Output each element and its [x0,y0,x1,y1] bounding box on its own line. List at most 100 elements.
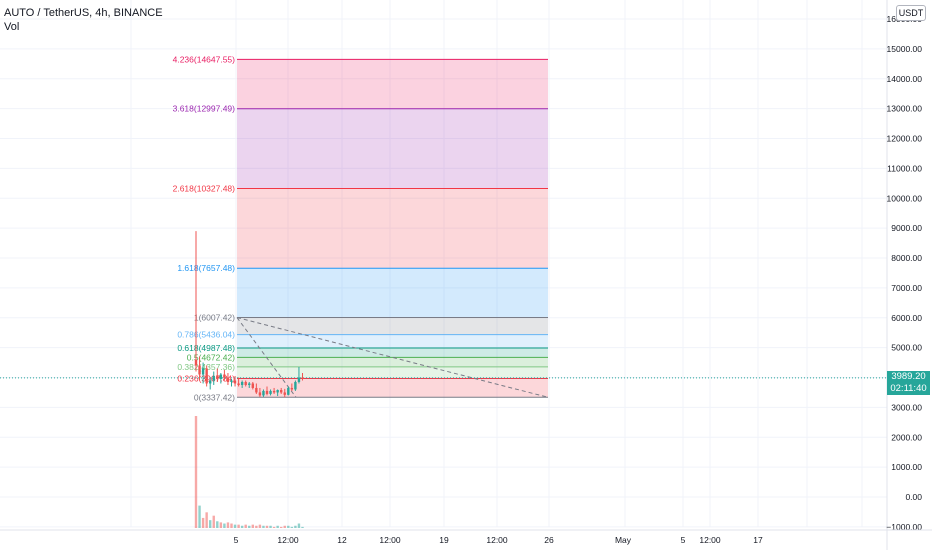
fib-zone-0.382 [237,366,548,379]
candle-body [294,381,297,390]
fib-zone-1 [237,317,548,335]
chart-header: AUTO / TetherUS, 4h, BINANCE Vol [4,6,163,34]
price-tick-label: 5000.00 [891,343,922,353]
fib-label-0: 0(3337.42) [194,392,235,402]
volume-bar [233,524,237,528]
volume-bar [265,525,269,528]
price-tick-label: 11000.00 [887,163,922,173]
fib-label-2.618: 2.618(10327.48) [173,183,236,193]
price-tick-label: 13000.00 [887,104,923,114]
price-tick-label: 14000.00 [887,74,923,84]
volume-bar [294,525,297,528]
volume-bars [194,416,304,528]
fib-label-0.618: 0.618(4987.48) [177,343,235,353]
volume-bar [198,505,201,528]
candle-body [283,392,286,395]
price-tick-label: 9000.00 [891,223,922,233]
volume-bar [301,526,304,528]
price-tick-label: 2000.00 [891,432,922,442]
volume-bar [216,521,219,528]
fib-retracement[interactable]: 0(3337.42)0.236(3967.84)0.382(4357.36)0.… [173,54,548,402]
time-axis[interactable]: 5 12:00 12 12:00 19 12:00 26 May 5 12:00 17 [0,529,932,545]
volume-bar [209,520,212,528]
volume-bar [205,512,208,528]
candle-body [280,390,283,393]
fib-zone-0.786 [237,334,548,348]
price-tick-label: 8000.00 [891,253,922,263]
symbol-title[interactable]: AUTO / TetherUS, 4h, BINANCE [4,7,163,19]
candle-body [216,376,219,379]
price-tick-label: 7000.00 [891,283,922,293]
time-tick-label: 12:00 [379,535,401,545]
candle-body [251,383,254,388]
candle-body [272,390,276,393]
volume-bar [283,525,286,528]
price-axis[interactable]: 16000.0015000.0014000.0013000.0012000.00… [886,0,922,550]
currency-badge[interactable]: USDT [896,5,926,21]
candle-body [287,387,290,395]
candle-body [237,383,240,385]
candle-body [226,377,230,382]
price-tick-label: 0.00 [905,492,922,502]
volume-bar [194,416,198,528]
fib-label-3.618: 3.618(12997.49) [173,104,236,114]
volume-bar [251,524,254,528]
volume-bar [262,525,265,528]
volume-bar [223,523,226,528]
candle-body [233,380,237,384]
bar-countdown: 02:11:40 [890,383,927,394]
volume-bar [255,525,258,528]
volume-bar [280,526,283,528]
candle-body [297,377,301,382]
volume-bar [219,522,223,528]
candle-body [223,374,226,378]
volume-bar [248,525,251,528]
volume-bar [287,525,290,528]
candle-body [212,376,215,381]
time-tick-label: 12:00 [486,535,508,545]
volume-bar [226,522,230,528]
candle-body [276,390,279,393]
fib-zone-0.236 [237,378,548,398]
candle-body [219,374,223,379]
price-tick-label: 6000.00 [891,313,922,323]
volume-indicator-label[interactable]: Vol [4,21,20,33]
price-tick-label: 15000.00 [887,44,923,54]
candle-body [262,390,265,396]
time-tick-label: 5 [234,535,239,545]
volume-bar [230,523,233,528]
time-tick-label: 12:00 [277,535,299,545]
volume-bar [237,524,240,528]
time-tick-label: May [615,535,632,545]
candle-body [258,392,262,396]
time-tick-label: 12 [337,535,347,545]
fib-zone-0.618 [237,347,548,358]
candle-body [265,390,269,394]
fib-label-1.618: 1.618(7657.48) [177,263,235,273]
volume-bar [201,517,205,528]
candles [194,231,304,398]
fib-label-0.786: 0.786(5436.04) [177,330,235,340]
candle-body [290,387,294,390]
price-tick-label: 3000.00 [891,402,922,412]
trend-lines[interactable] [0,317,887,398]
candle-body [248,383,251,385]
time-tick-label: 26 [544,535,554,545]
candle-body [230,380,233,382]
price-tick-label: −1000.00 [886,522,922,532]
price-tick-label: 12000.00 [887,134,923,144]
fib-zone-4.236 [237,59,548,109]
time-tick-label: 19 [439,535,449,545]
volume-bar [297,523,301,528]
volume-bar [290,526,294,528]
fib-zone-2.618 [237,188,548,269]
price-tick-label: 10000.00 [887,193,923,203]
last-price: 3989.20 [891,371,926,382]
fib-zone-1.618 [237,268,548,318]
candle-body [255,387,258,393]
volume-bar [269,525,272,528]
price-tick-label: 1000.00 [891,462,922,472]
candle-body [269,390,272,394]
candle-body [201,368,205,375]
